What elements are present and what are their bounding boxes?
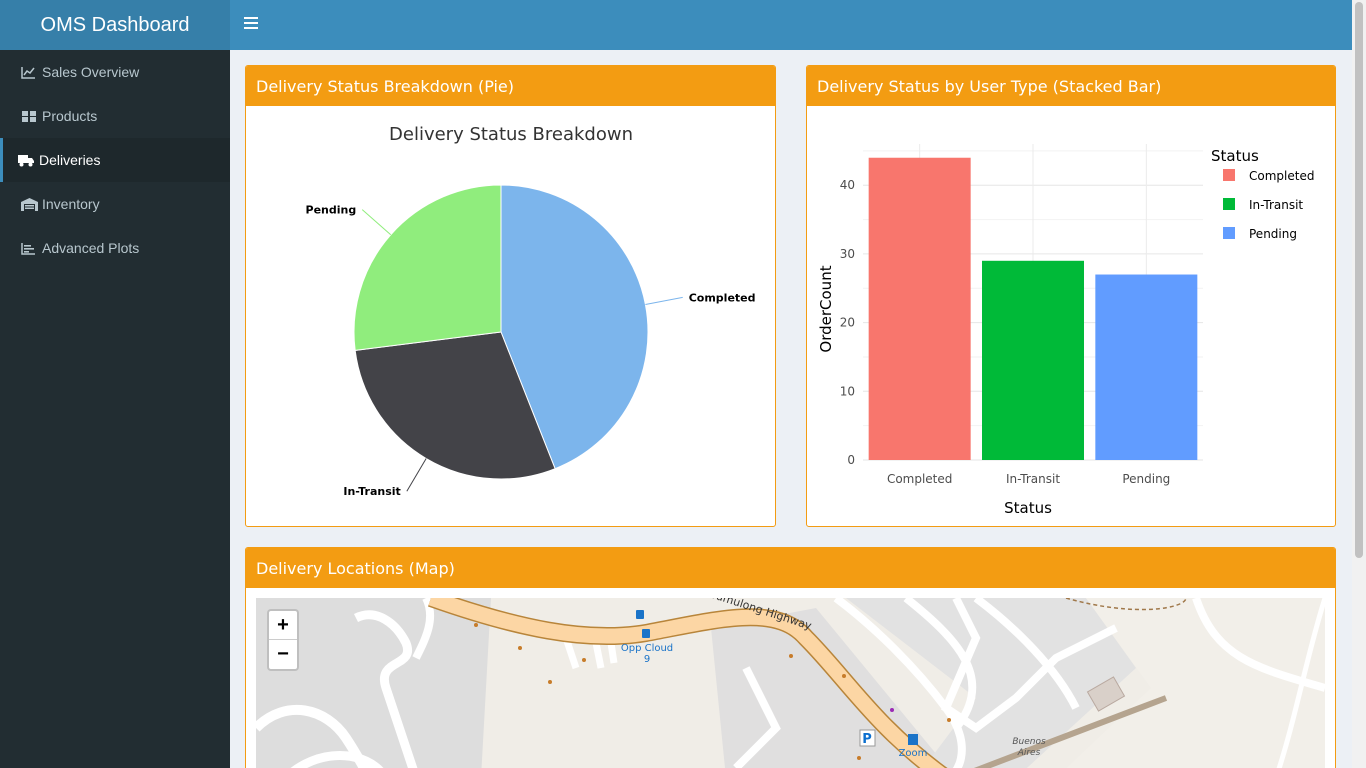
pie-chart: Delivery Status Breakdown Completed In-Tr… <box>306 124 756 498</box>
pie-connector <box>361 209 392 236</box>
sidebar-item-deliveries[interactable]: Deliveries <box>0 138 230 182</box>
x-tick-label: Completed <box>887 472 952 486</box>
pie-label: In-Transit <box>343 485 400 498</box>
scrollbar-thumb[interactable] <box>1355 2 1363 558</box>
zoom-in-button[interactable]: + <box>269 611 297 640</box>
cubes-icon <box>21 109 38 123</box>
pie-label: Completed <box>689 291 756 304</box>
sidebar-item-advanced-plots[interactable]: Advanced Plots <box>0 226 230 270</box>
sidebar: Sales Overview Products Deliveries Inven… <box>0 50 230 768</box>
pie-slice-completed[interactable] <box>500 184 649 470</box>
sidebar-item-label: Inventory <box>42 196 100 212</box>
fuel-station-icon <box>908 734 918 745</box>
pie-chart-box: Delivery Status Breakdown (Pie) Delivery… <box>245 65 776 527</box>
bar-chart: 0 10 20 30 40 Completed In-Transit Pending Stat… <box>817 144 1314 517</box>
zoom-out-button[interactable]: − <box>277 643 289 665</box>
chart-title: Delivery Status Breakdown <box>389 124 633 145</box>
app-logo[interactable]: OMS Dashboard <box>0 0 230 50</box>
bar-completed[interactable] <box>868 157 971 460</box>
page-scrollbar[interactable] <box>1352 0 1366 768</box>
legend-label: Pending <box>1249 227 1297 241</box>
legend-label: In-Transit <box>1249 198 1303 212</box>
sidebar-item-label: Products <box>42 108 98 124</box>
line-chart-icon <box>21 65 38 79</box>
y-tick-label: 30 <box>840 247 855 261</box>
y-tick-label: 0 <box>847 453 855 467</box>
truck-icon <box>18 153 35 167</box>
box-title: Delivery Status by User Type (Stacked Ba… <box>807 66 1335 106</box>
map-road <box>973 598 1080 710</box>
map-place-label: Aires <box>1017 748 1041 758</box>
map-area <box>1066 598 1325 768</box>
pie-connector <box>406 458 427 492</box>
warehouse-icon <box>21 197 38 211</box>
box-title: Delivery Status Breakdown (Pie) <box>246 66 775 106</box>
y-tick-label: 10 <box>840 384 855 398</box>
map-road <box>353 610 418 768</box>
map-place-label: Buenos <box>1012 737 1046 747</box>
y-axis-label: OrderCount <box>817 265 835 352</box>
map-building <box>1086 676 1126 712</box>
map-road <box>256 705 370 768</box>
legend-swatch <box>1223 169 1235 181</box>
bar-chart-icon <box>21 241 38 255</box>
map-road <box>562 636 618 670</box>
map-boundary <box>1065 598 1187 611</box>
map-box: Delivery Locations (Map) <box>245 547 1336 768</box>
map-road <box>1276 598 1325 768</box>
sidebar-item-products[interactable]: Products <box>0 94 230 138</box>
top-navbar <box>230 0 1352 50</box>
delivery-map[interactable]: Sumulong Highway Opp Cloud 9 Zoom Buenos… <box>256 598 1325 768</box>
map-rail <box>973 695 1168 768</box>
map-highway <box>428 598 946 768</box>
x-tick-label: Pending <box>1122 472 1170 486</box>
map-road <box>412 598 435 660</box>
bar-in-transit[interactable] <box>982 260 1084 460</box>
sidebar-item-label: Sales Overview <box>42 64 140 80</box>
map-tiles: Sumulong Highway Opp Cloud 9 Zoom Buenos… <box>256 598 1325 768</box>
map-road <box>733 666 781 768</box>
zoom-control: + − <box>267 609 299 671</box>
bus-stop-icon <box>636 610 650 638</box>
parking-icon: P <box>859 729 876 747</box>
sidebar-item-label: Deliveries <box>39 152 101 168</box>
map-road <box>941 598 1118 733</box>
legend-title: Status <box>1211 147 1259 165</box>
x-tick-label: In-Transit <box>1006 472 1060 486</box>
legend-label: Completed <box>1249 169 1314 183</box>
box-title: Delivery Locations (Map) <box>246 548 1335 588</box>
sidebar-item-inventory[interactable]: Inventory <box>0 182 230 226</box>
map-road <box>290 751 384 768</box>
parking-label: P <box>862 732 872 747</box>
legend-swatch <box>1223 227 1235 239</box>
map-fuel-label: Zoom <box>899 748 928 759</box>
y-tick-label: 40 <box>840 178 855 192</box>
bar-chart-box: Delivery Status by User Type (Stacked Ba… <box>806 65 1336 527</box>
sidebar-item-sales-overview[interactable]: Sales Overview <box>0 50 230 94</box>
bar-pending[interactable] <box>1095 274 1198 460</box>
pie-label: Pending <box>306 204 357 217</box>
y-tick-label: 20 <box>840 316 855 330</box>
map-area <box>256 598 491 768</box>
legend-swatch <box>1223 198 1235 210</box>
map-stop-label: 9 <box>644 654 650 665</box>
map-area <box>846 598 1136 768</box>
pie-connector <box>645 296 683 305</box>
sidebar-toggle-icon[interactable] <box>244 17 258 31</box>
x-axis-label: Status <box>1004 499 1052 517</box>
sidebar-item-label: Advanced Plots <box>42 240 140 256</box>
pie-slice-in-transit[interactable] <box>354 331 556 480</box>
pie-slice-pending[interactable] <box>353 184 502 351</box>
map-stop-label: Opp Cloud <box>621 643 673 654</box>
